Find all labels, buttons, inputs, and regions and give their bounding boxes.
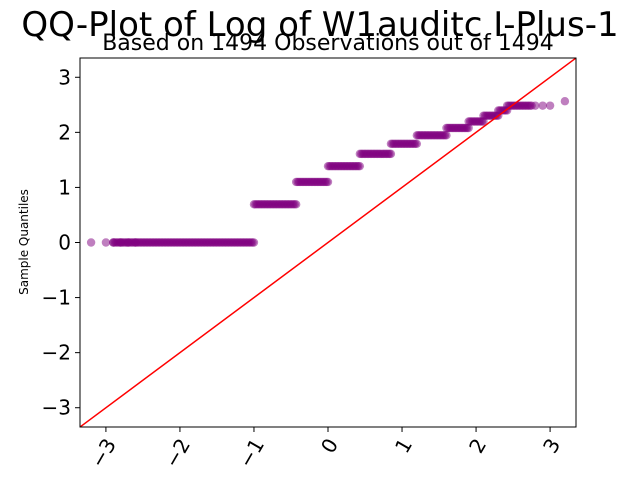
- y-tick-label: −3: [42, 396, 71, 420]
- x-axis-ticks: −3 −2 −1 0 1 2 3: [85, 427, 565, 472]
- data-point: [412, 139, 422, 149]
- x-tick-label: 3: [538, 434, 565, 457]
- data-point: [323, 177, 333, 187]
- data-point: [531, 101, 540, 110]
- data-point: [355, 161, 365, 171]
- data-point: [386, 149, 396, 159]
- data-point: [249, 238, 259, 247]
- y-axis-label: Sample Quantiles: [17, 189, 31, 295]
- data-point: [116, 238, 125, 247]
- data-point: [291, 200, 301, 209]
- y-tick-label: 0: [58, 231, 71, 255]
- y-tick-label: −1: [42, 286, 71, 310]
- data-point: [86, 238, 96, 247]
- data-point: [442, 131, 451, 140]
- x-tick-label: 2: [464, 434, 491, 457]
- chart-title: QQ-Plot of Log of W1auditc I-Plus-1: [21, 5, 618, 45]
- data-point: [560, 97, 570, 106]
- data-point: [109, 238, 118, 247]
- data-point: [101, 238, 111, 247]
- x-tick-label: 1: [390, 434, 417, 457]
- x-tick-label: 0: [316, 434, 343, 457]
- y-tick-label: 1: [58, 175, 71, 199]
- reference-line: [80, 58, 576, 427]
- x-tick-label: −1: [234, 434, 270, 472]
- data-point: [464, 123, 473, 133]
- chart-subtitle: Based on 1494 Observations out of 1494: [102, 31, 554, 56]
- y-tick-label: −2: [42, 341, 71, 365]
- x-tick-label: −3: [85, 434, 121, 472]
- data-point: [545, 101, 555, 110]
- y-axis-ticks: −3 −2 −1 0 1 2 3: [42, 65, 80, 420]
- data-point: [123, 238, 133, 247]
- y-tick-label: 3: [58, 65, 71, 89]
- x-tick-label: −2: [160, 434, 196, 472]
- data-points: [86, 97, 570, 247]
- y-tick-label: 2: [58, 120, 71, 144]
- data-point: [131, 238, 140, 247]
- data-point: [538, 101, 547, 110]
